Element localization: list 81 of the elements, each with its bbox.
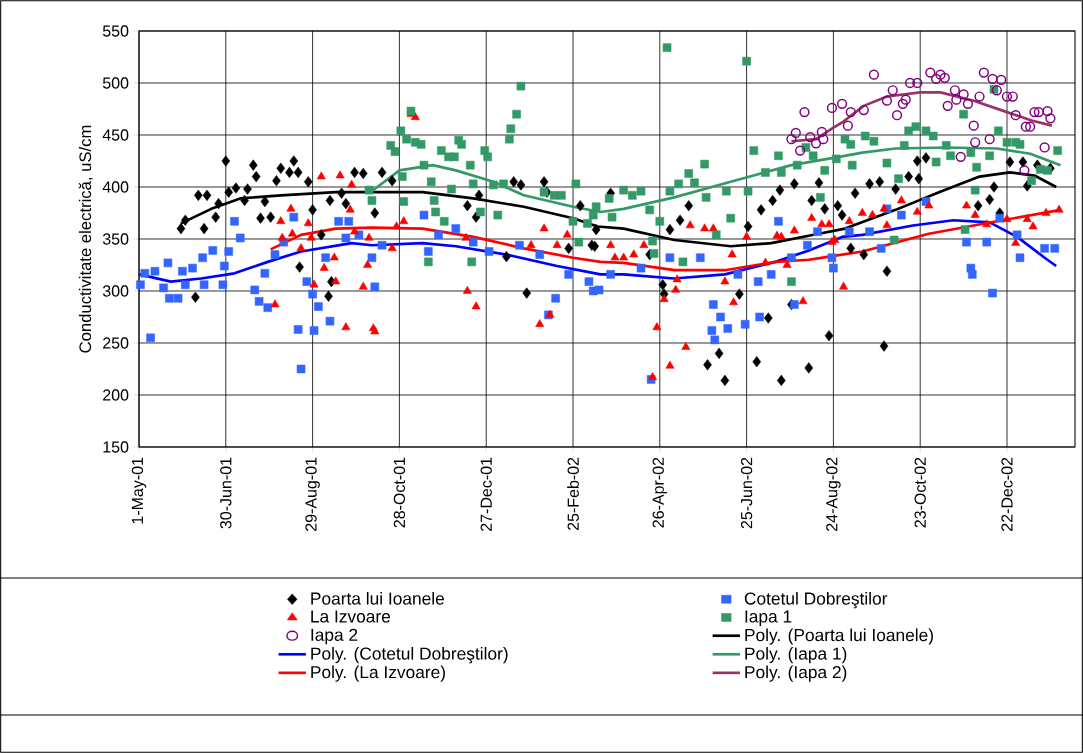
point: [1029, 106, 1040, 118]
point: [996, 74, 1007, 86]
point: [805, 131, 816, 143]
legend-label: Poly. (Poarta lui Ioanele): [745, 628, 933, 645]
x-tick-label: 1-May-01: [131, 457, 147, 524]
point: [1033, 106, 1044, 118]
point: [987, 73, 998, 84]
point: [930, 73, 942, 84]
y-tick-label: 250: [103, 337, 129, 349]
point: [1001, 91, 1013, 102]
point: [786, 134, 797, 145]
point: [991, 85, 1003, 96]
point: [958, 89, 969, 100]
point: [984, 134, 995, 145]
point: [978, 67, 989, 78]
point: [942, 100, 953, 112]
point: [939, 72, 950, 83]
y-tick-label: 550: [102, 25, 129, 37]
legend-label: Poarta lui Ioanele: [311, 591, 444, 605]
x-tick-label: 30-Jun-01: [220, 457, 232, 529]
legend-label: Cotetul Dobreştilor: [744, 591, 888, 609]
y-tick-label: 350: [102, 233, 129, 245]
point: [799, 106, 810, 118]
point: [968, 120, 979, 131]
point: [951, 94, 962, 105]
y-tick-label: 300: [102, 285, 129, 297]
point: [955, 151, 966, 162]
point: [974, 91, 985, 102]
point: [1025, 121, 1036, 132]
point: [794, 145, 806, 156]
y-tick-label: 200: [103, 389, 129, 401]
point: [1045, 113, 1056, 124]
point: [1042, 105, 1053, 117]
point: [1039, 142, 1050, 153]
point: [1010, 110, 1021, 121]
legend-label: Poly. (Iapa 1): [745, 646, 847, 664]
x-tick-label: 29-Aug-01: [305, 457, 320, 531]
point: [962, 98, 974, 109]
x-tick-label: 25-Jun-02: [740, 457, 753, 529]
legend-label: La Izvoare: [311, 610, 391, 623]
y-tick-label: 450: [102, 129, 129, 141]
legend-label: Poly. (Iapa 2): [745, 665, 847, 682]
point: [1020, 121, 1031, 132]
x-tick-label: 24-Aug-02: [826, 457, 841, 531]
legend-label: Poly. (Cotetul Dobreştilor): [311, 646, 508, 664]
legend-label: Iapa 2: [311, 628, 358, 645]
x-tick-label: 22-Dec-02: [1001, 457, 1013, 531]
point: [1007, 91, 1018, 102]
x-tick-label: 23-Oct-02: [914, 457, 926, 528]
point: [836, 98, 848, 109]
y-tick-label: 150: [103, 441, 129, 453]
point: [816, 126, 827, 138]
point: [897, 98, 908, 109]
point: [912, 77, 923, 89]
x-tick-label: 28-Oct-01: [393, 457, 406, 528]
point: [881, 95, 893, 106]
point: [842, 120, 854, 131]
point: [949, 85, 961, 96]
point: [845, 106, 856, 118]
point: [1019, 165, 1030, 176]
point: [900, 94, 911, 105]
point: [810, 138, 822, 149]
point: [868, 69, 880, 80]
legend-label: Iapa 1: [745, 610, 792, 627]
point: [935, 69, 946, 80]
y-axis-title: Conductivitate electrică, uS/cm: [78, 125, 94, 353]
point: [818, 134, 829, 145]
point: [891, 110, 903, 121]
point: [904, 77, 916, 89]
x-tick-label: 26-Apr-02: [652, 457, 668, 528]
point: [970, 137, 981, 148]
x-tick-label: 25-Feb-02: [567, 457, 579, 531]
point: [887, 85, 898, 96]
point: [925, 67, 936, 78]
x-tick-label: 27-Dec-01: [480, 457, 492, 531]
y-tick-label: 500: [102, 77, 129, 89]
y-tick-label: 400: [102, 181, 129, 193]
point: [826, 102, 838, 114]
legend-label: Poly. (La Izvoare): [311, 665, 445, 682]
point: [858, 104, 869, 116]
point: [790, 127, 801, 139]
